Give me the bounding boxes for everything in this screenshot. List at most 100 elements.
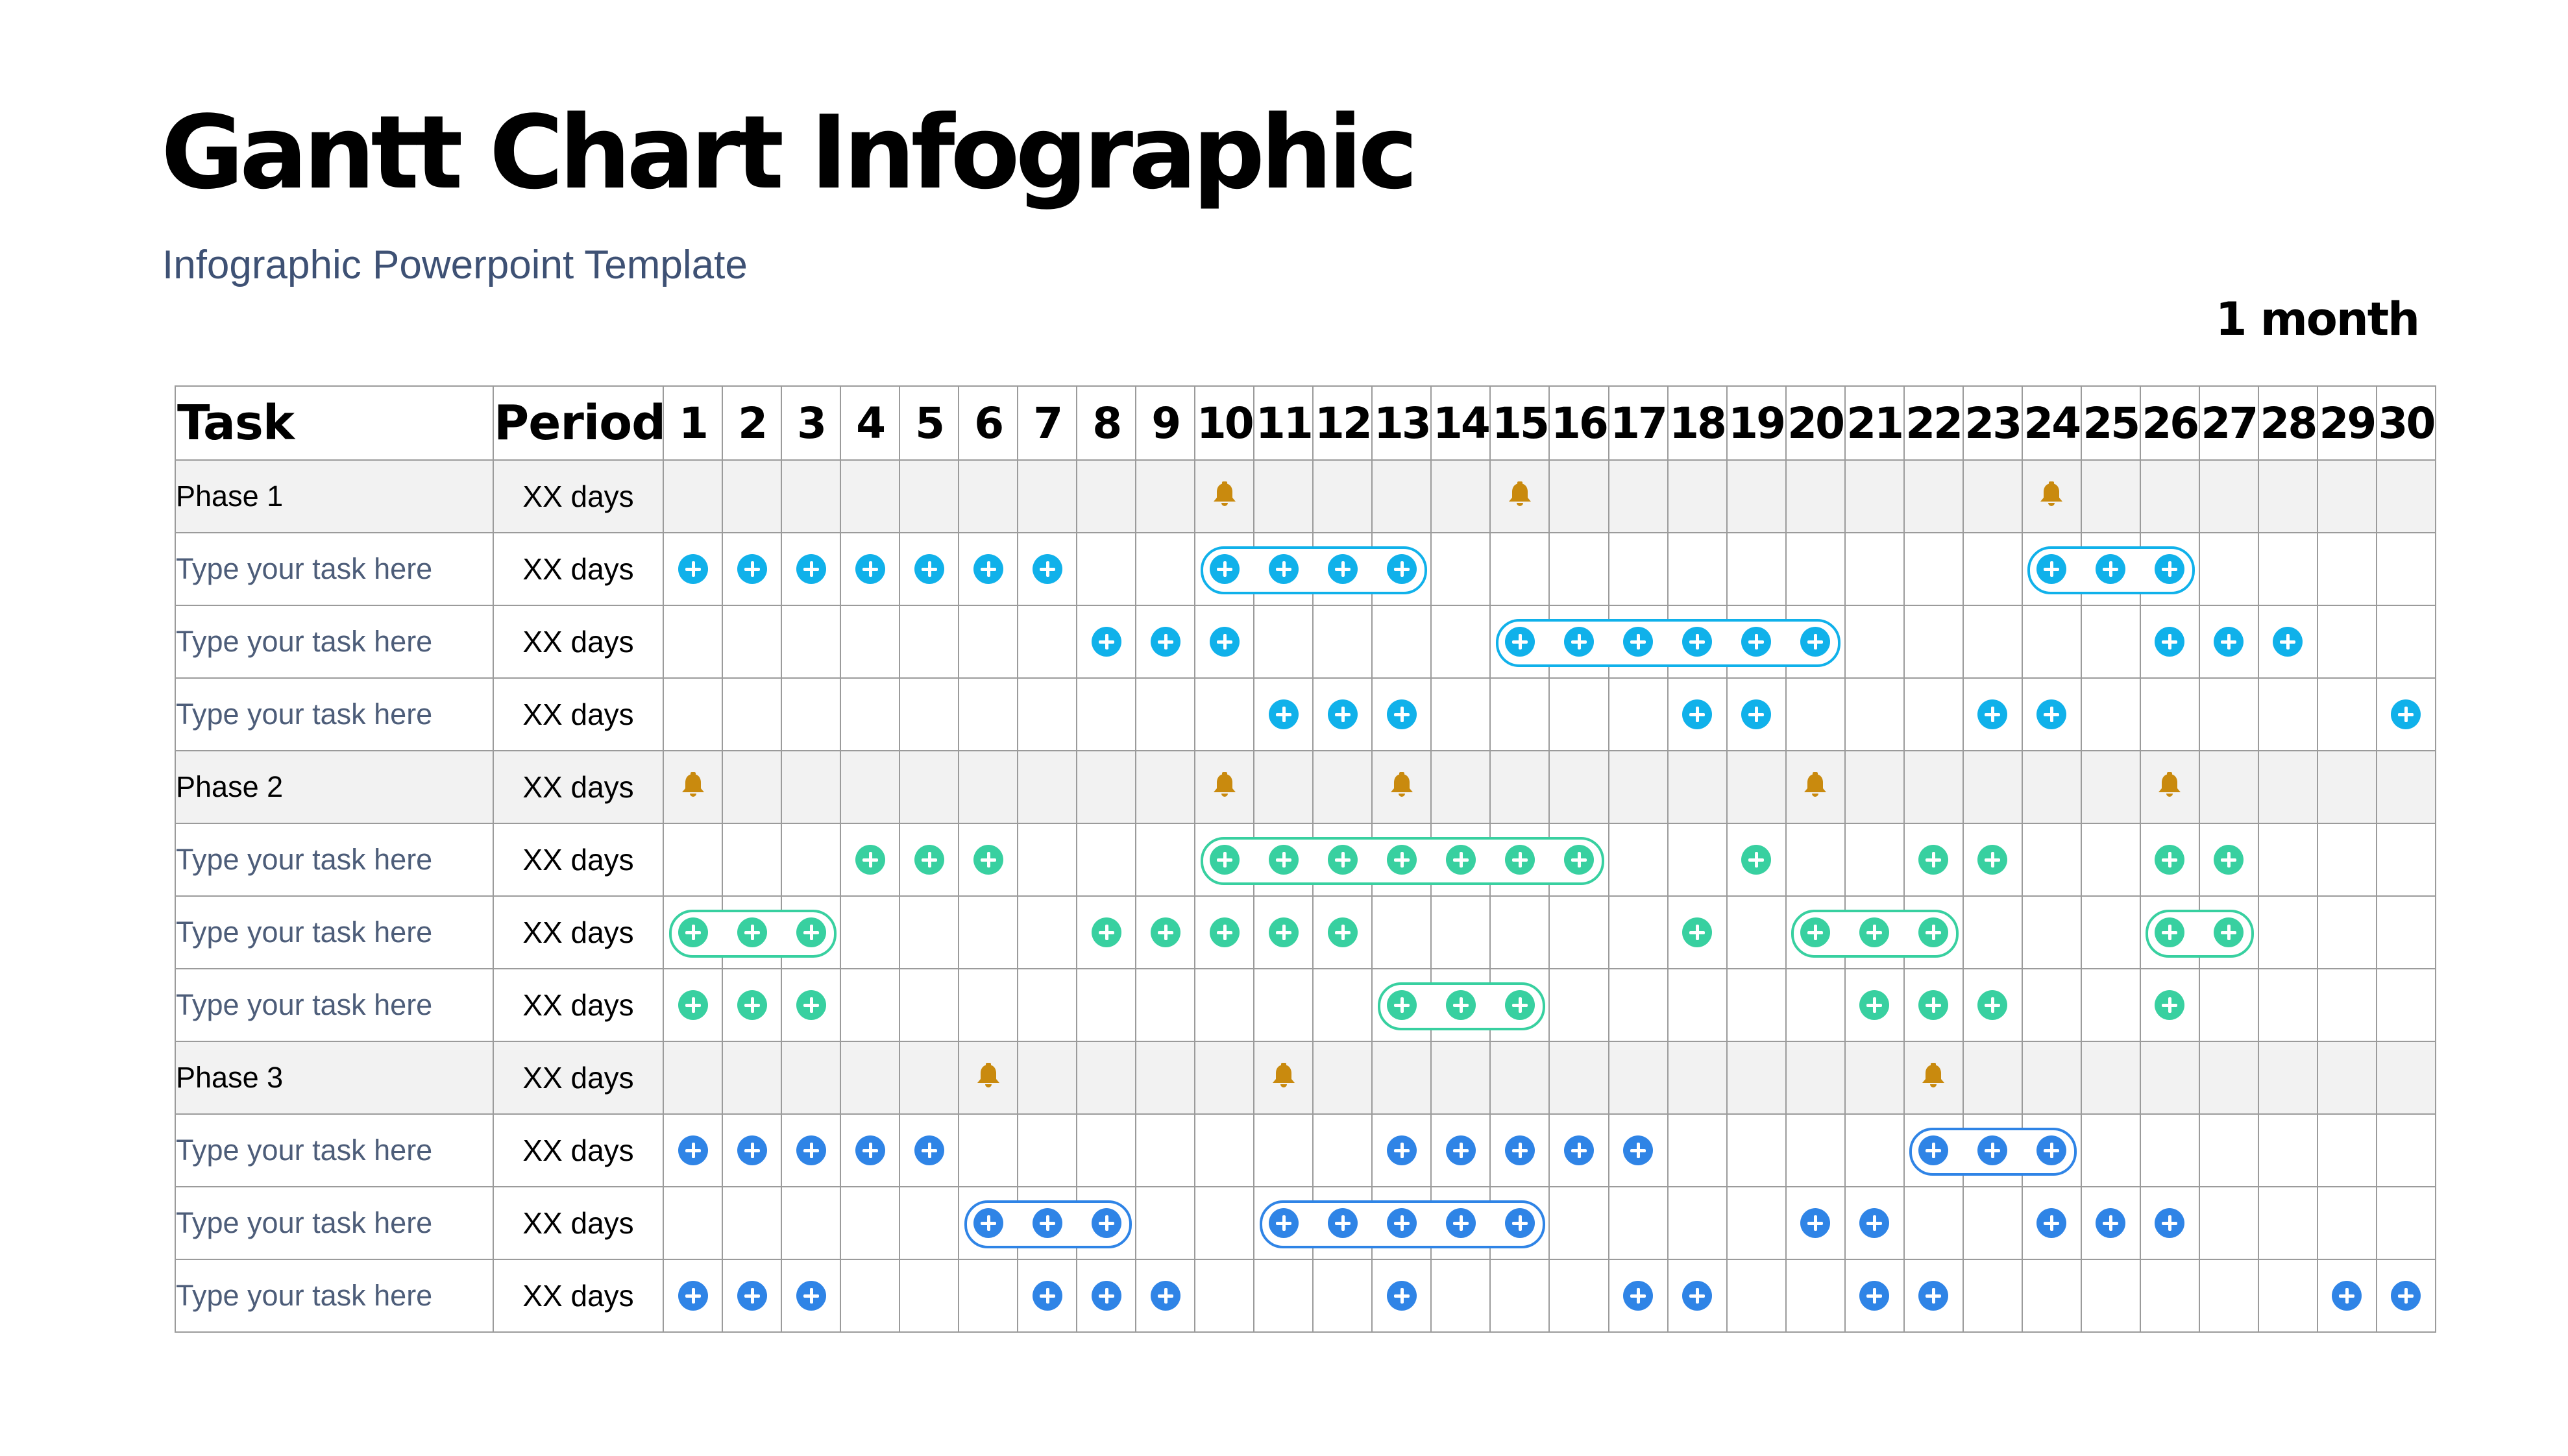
plus-icon[interactable] <box>1504 845 1535 875</box>
day-cell[interactable] <box>899 1186 960 1260</box>
day-cell[interactable] <box>840 1186 901 1260</box>
day-cell[interactable] <box>840 677 901 751</box>
plus-icon[interactable] <box>1623 1135 1654 1165</box>
day-cell[interactable] <box>2375 968 2437 1042</box>
plus-icon[interactable] <box>914 554 944 584</box>
day-cell[interactable] <box>2139 823 2200 897</box>
day-cell[interactable] <box>2021 968 2082 1042</box>
day-cell[interactable] <box>1076 1113 1137 1187</box>
day-cell[interactable] <box>1312 1259 1373 1333</box>
day-cell[interactable] <box>1608 1186 1669 1260</box>
plus-icon[interactable] <box>1150 1281 1180 1311</box>
day-cell[interactable] <box>781 968 842 1042</box>
plus-icon[interactable] <box>2036 554 2067 584</box>
day-cell[interactable] <box>1312 968 1373 1042</box>
day-cell[interactable] <box>1726 677 1787 751</box>
day-cell[interactable] <box>1785 532 1846 606</box>
day-cell[interactable] <box>2316 459 2377 533</box>
plus-icon[interactable] <box>1977 845 2008 875</box>
plus-icon[interactable] <box>2391 1281 2421 1311</box>
task-label[interactable]: Type your task here <box>175 968 494 1042</box>
plus-icon[interactable] <box>1800 627 1831 657</box>
day-cell[interactable] <box>2375 750 2437 824</box>
day-cell[interactable] <box>1844 823 1905 897</box>
day-cell[interactable] <box>1076 895 1137 969</box>
day-cell[interactable] <box>840 895 901 969</box>
day-cell[interactable] <box>1253 1041 1314 1115</box>
day-cell[interactable] <box>662 1259 724 1333</box>
day-cell[interactable] <box>2139 1113 2200 1187</box>
day-cell[interactable] <box>958 605 1019 679</box>
day-cell[interactable] <box>1430 677 1491 751</box>
day-cell[interactable] <box>662 605 724 679</box>
day-cell[interactable] <box>1548 968 1609 1042</box>
day-cell[interactable] <box>2139 459 2200 533</box>
day-cell[interactable] <box>1903 1041 1964 1115</box>
plus-icon[interactable] <box>1445 990 1476 1020</box>
day-cell[interactable] <box>1608 532 1669 606</box>
plus-icon[interactable] <box>1091 1208 1121 1238</box>
day-cell[interactable] <box>899 1113 960 1187</box>
task-label[interactable]: Type your task here <box>175 532 494 606</box>
day-cell[interactable] <box>1135 459 1196 533</box>
day-cell[interactable] <box>1548 750 1609 824</box>
plus-icon[interactable] <box>678 917 708 947</box>
plus-icon[interactable] <box>1800 1208 1831 1238</box>
day-cell[interactable] <box>1430 459 1491 533</box>
day-cell[interactable] <box>662 1113 724 1187</box>
day-cell[interactable] <box>899 677 960 751</box>
day-cell[interactable] <box>1962 1259 2023 1333</box>
plus-icon[interactable] <box>1209 917 1240 947</box>
plus-icon[interactable] <box>1800 917 1831 947</box>
day-cell[interactable] <box>1371 459 1432 533</box>
day-cell[interactable] <box>722 968 783 1042</box>
day-cell[interactable] <box>1194 459 1255 533</box>
day-cell[interactable] <box>1430 895 1491 969</box>
day-cell[interactable] <box>2021 895 2082 969</box>
day-cell[interactable] <box>1312 677 1373 751</box>
day-cell[interactable] <box>1253 968 1314 1042</box>
day-cell[interactable] <box>1903 1259 1964 1333</box>
plus-icon[interactable] <box>1386 1208 1417 1238</box>
day-cell[interactable] <box>1667 750 1728 824</box>
day-cell[interactable] <box>2139 677 2200 751</box>
day-cell[interactable] <box>1785 895 1959 969</box>
plus-icon[interactable] <box>2155 554 2185 584</box>
day-cell[interactable] <box>1194 750 1255 824</box>
plus-icon[interactable] <box>1327 1208 1358 1238</box>
day-cell[interactable] <box>1667 459 1728 533</box>
day-cell[interactable] <box>1017 968 1078 1042</box>
day-cell[interactable] <box>2257 895 2318 969</box>
plus-icon[interactable] <box>1327 845 1358 875</box>
period-value[interactable]: XX days <box>493 895 664 969</box>
day-cell[interactable] <box>1726 1041 1787 1115</box>
day-cell[interactable] <box>722 677 783 751</box>
task-label[interactable]: Type your task here <box>175 823 494 897</box>
plus-icon[interactable] <box>1859 1281 1890 1311</box>
plus-icon[interactable] <box>1327 917 1358 947</box>
plus-icon[interactable] <box>1386 1135 1417 1165</box>
day-cell[interactable] <box>781 1259 842 1333</box>
plus-icon[interactable] <box>1623 627 1654 657</box>
day-cell[interactable] <box>1667 532 1728 606</box>
day-cell[interactable] <box>1903 605 1964 679</box>
day-cell[interactable] <box>1489 1041 1550 1115</box>
day-cell[interactable] <box>1903 532 1964 606</box>
day-cell[interactable] <box>1076 532 1137 606</box>
day-cell[interactable] <box>1667 895 1728 969</box>
day-cell[interactable] <box>1726 968 1787 1042</box>
day-cell[interactable] <box>1903 1186 1964 1260</box>
day-cell[interactable] <box>899 750 960 824</box>
day-cell[interactable] <box>2139 968 2200 1042</box>
day-cell[interactable] <box>1844 968 1905 1042</box>
day-cell[interactable] <box>1194 532 1428 606</box>
day-cell[interactable] <box>958 750 1019 824</box>
day-cell[interactable] <box>2316 677 2377 751</box>
day-cell[interactable] <box>1785 1186 1846 1260</box>
plus-icon[interactable] <box>2036 699 2067 729</box>
day-cell[interactable] <box>2316 605 2377 679</box>
day-cell[interactable] <box>1430 1259 1491 1333</box>
day-cell[interactable] <box>1548 677 1609 751</box>
day-cell[interactable] <box>1489 895 1550 969</box>
day-cell[interactable] <box>2198 1186 2259 1260</box>
